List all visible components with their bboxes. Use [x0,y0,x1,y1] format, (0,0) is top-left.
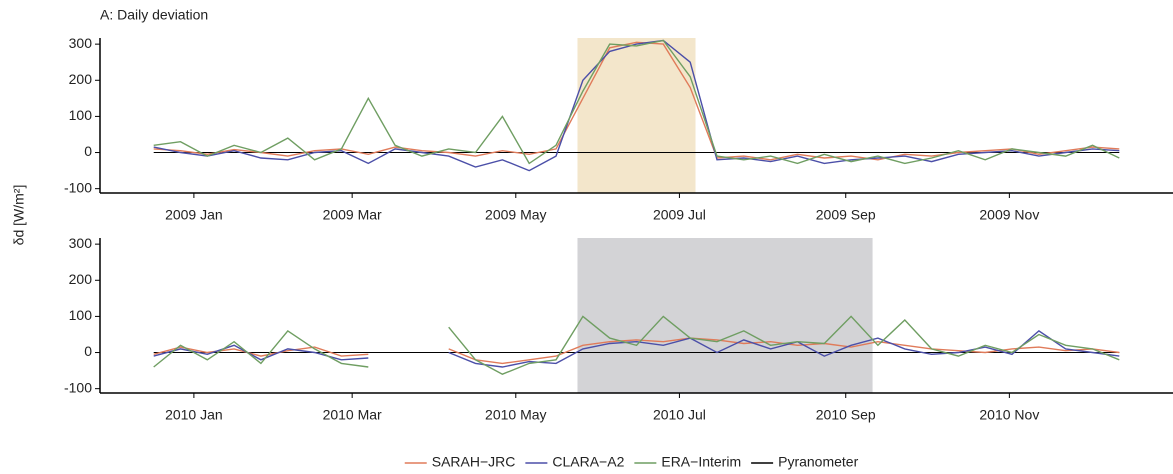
y-axis-label: δd [W/m²] [11,185,27,246]
legend-label: ERA−Interim [661,454,741,470]
y-tick-label: 0 [84,143,92,159]
x-tick-label: 2009 Sep [816,207,876,223]
legend-label: Pyranometer [778,454,858,470]
series-line [153,39,1120,172]
x-tick-label: 2009 Jul [653,207,706,223]
y-tick-label: -100 [64,179,92,195]
y-tick-label: 100 [69,107,93,123]
y-tick-label: 300 [69,235,93,251]
x-tick-label: 2010 May [485,407,546,423]
y-tick-label: 200 [69,271,93,287]
y-tick-label: -100 [64,379,92,395]
x-tick-label: 2009 Jan [165,207,223,223]
y-tick-label: 0 [84,343,92,359]
highlight-span [577,238,873,393]
y-tick-label: 100 [69,307,93,323]
legend: SARAH−JRC CLARA−A2 ERA−Interim Pyranometer [404,454,859,470]
y-tick-label: 300 [69,35,93,51]
y-tick-label: 200 [69,71,93,87]
x-tick-label: 2010 Mar [323,407,382,423]
x-tick-label: 2009 Mar [323,207,382,223]
x-tick-label: 2010 Jul [653,407,706,423]
legend-label: SARAH−JRC [432,454,516,470]
x-tick-label: 2010 Nov [979,407,1039,423]
x-tick-label: 2010 Sep [816,407,876,423]
x-tick-label: 2010 Jan [165,407,223,423]
legend-label: CLARA−A2 [552,454,624,470]
series-line [153,315,1120,375]
series-line [153,41,1120,161]
chart-title: A: Daily deviation [100,7,208,23]
series-line [153,39,1120,165]
highlight-span [577,38,696,193]
x-tick-label: 2009 May [485,207,546,223]
x-tick-label: 2009 Nov [979,207,1039,223]
